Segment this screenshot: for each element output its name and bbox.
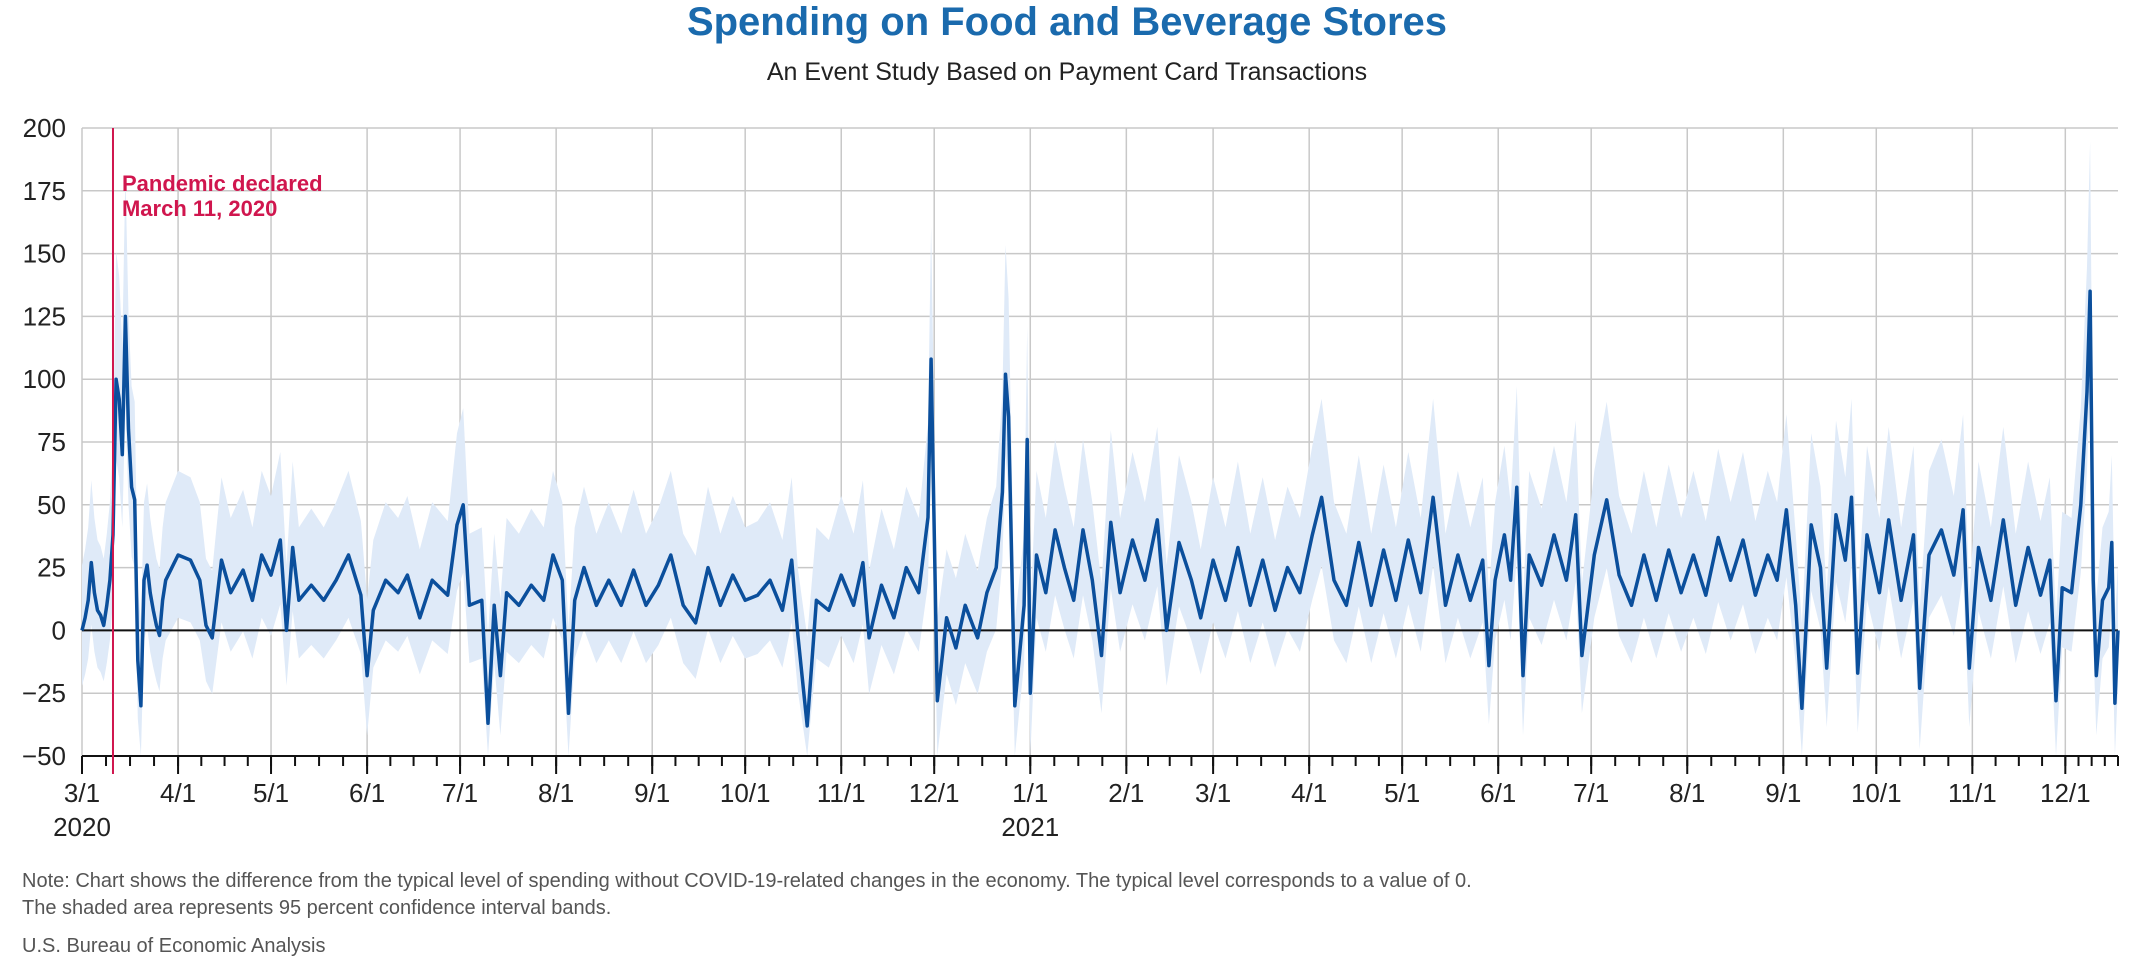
x-tick-label: 4/1 (160, 778, 196, 808)
x-tick-label: 11/1 (817, 778, 866, 808)
x-tick-label: 10/1 (720, 778, 771, 808)
source-credit: U.S. Bureau of Economic Analysis (22, 935, 326, 957)
x-tick-label: 5/1 (253, 778, 289, 808)
y-tick-label: 75 (37, 427, 66, 457)
confidence-band-layer (82, 141, 2118, 756)
y-tick-label: −50 (22, 741, 66, 771)
axes (81, 629, 2119, 774)
x-tick-label: 2/1 (1108, 778, 1144, 808)
x-tick-label: 6/1 (1480, 778, 1516, 808)
confidence-band (82, 141, 2118, 756)
chart-title: Spending on Food and Beverage Stores (686, 0, 1448, 44)
x-tick-label: 7/1 (442, 778, 478, 808)
note-line-1: Note: Chart shows the difference from th… (22, 870, 1472, 892)
note-line-2: The shaded area represents 95 percent co… (22, 897, 612, 919)
y-tick-label: 100 (23, 364, 66, 394)
y-tick-label: 125 (23, 301, 66, 331)
y-tick-label: 175 (23, 176, 66, 206)
y-tick-label: 200 (23, 113, 66, 143)
y-tick-label: 50 (37, 490, 66, 520)
chart-note: Note: Chart shows the difference from th… (22, 868, 1472, 922)
x-tick-label: 8/1 (538, 778, 574, 808)
x-tick-label: 4/1 (1291, 778, 1327, 808)
x-tick-label: 6/1 (349, 778, 385, 808)
x-tick-label: 9/1 (1765, 778, 1801, 808)
x-tick-label: 3/1 (1195, 778, 1231, 808)
y-tick-label: 0 (52, 615, 66, 645)
x-tick-label: 1/1 (1012, 778, 1048, 808)
x-year-label: 2020 (53, 812, 111, 842)
event-label-line1: Pandemic declared (122, 171, 323, 196)
x-tick-label: 9/1 (634, 778, 670, 808)
y-tick-label: 25 (37, 553, 66, 583)
x-tick-label: 3/1 (64, 778, 100, 808)
x-year-label: 2021 (1001, 812, 1059, 842)
x-tick-label: 10/1 (1851, 778, 1902, 808)
x-tick-label: 7/1 (1573, 778, 1609, 808)
x-tick-label: 8/1 (1669, 778, 1705, 808)
event-label-line2: March 11, 2020 (122, 196, 277, 221)
x-tick-label: 5/1 (1384, 778, 1420, 808)
spending-series-line (80, 289, 2120, 728)
x-tick-label: 11/1 (1948, 778, 1997, 808)
tick-labels: −50 −25 0 25 50 75 100 125 150 175 200 3/1 2020 4/1 5/… (22, 113, 2091, 842)
x-tick-label: 12/1 (909, 778, 960, 808)
x-tick-label: 12/1 (2040, 778, 2091, 808)
series-line-layer (80, 289, 2120, 728)
y-tick-label: 150 (23, 239, 66, 269)
chart-subtitle: An Event Study Based on Payment Card Tra… (766, 58, 1368, 86)
y-tick-label: −25 (22, 678, 66, 708)
event-marker: Pandemic declared March 11, 2020 (111, 128, 323, 774)
